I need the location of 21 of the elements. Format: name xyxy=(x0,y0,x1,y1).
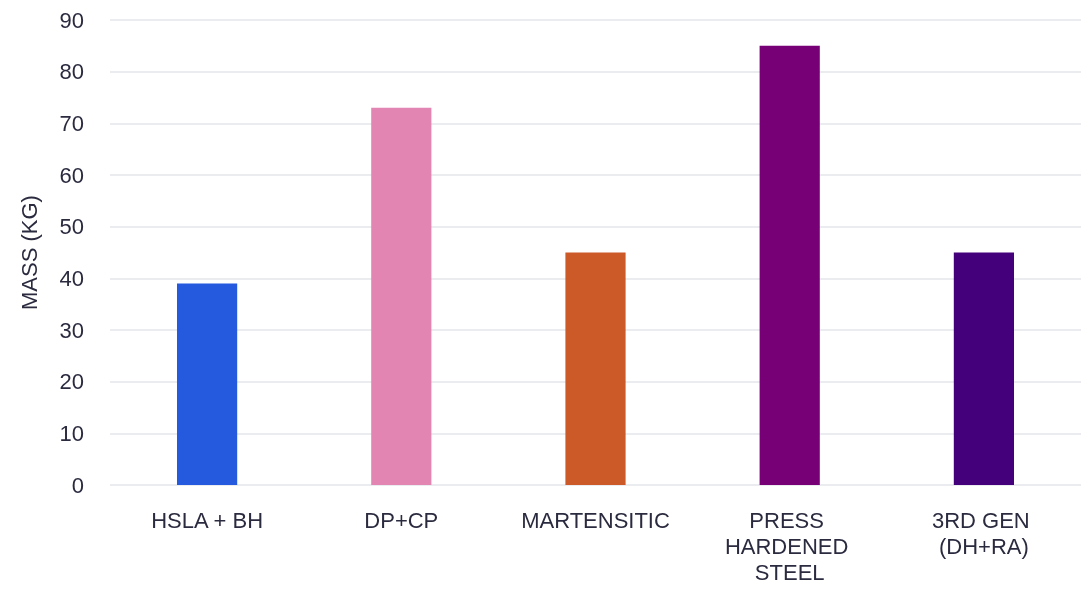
y-tick-label: 80 xyxy=(59,59,84,85)
bar xyxy=(565,252,626,485)
bar xyxy=(759,45,820,485)
y-tick-label: 60 xyxy=(59,162,84,188)
x-tick-label: DP+CP xyxy=(364,507,439,533)
x-tick-label: HSLA + BH xyxy=(151,507,264,533)
bar xyxy=(953,252,1014,485)
y-tick-label: 0 xyxy=(71,472,84,498)
bar xyxy=(177,283,238,485)
y-tick-label: 90 xyxy=(59,7,84,33)
bar xyxy=(371,107,432,485)
x-tick-label: MARTENSITIC xyxy=(521,507,670,533)
x-tick-label: PRESS HARDENED STEEL xyxy=(724,507,855,585)
y-tick-label: 10 xyxy=(59,420,84,446)
y-tick-label: 30 xyxy=(59,317,84,343)
y-tick-label: 40 xyxy=(59,265,84,291)
y-axis-title: MASS (KG) xyxy=(16,195,42,310)
x-tick-label: 3RD GEN (DH+RA) xyxy=(931,507,1036,559)
y-tick-label: 50 xyxy=(59,214,84,240)
y-tick-label: 20 xyxy=(59,369,84,395)
y-tick-label: 70 xyxy=(59,110,84,136)
